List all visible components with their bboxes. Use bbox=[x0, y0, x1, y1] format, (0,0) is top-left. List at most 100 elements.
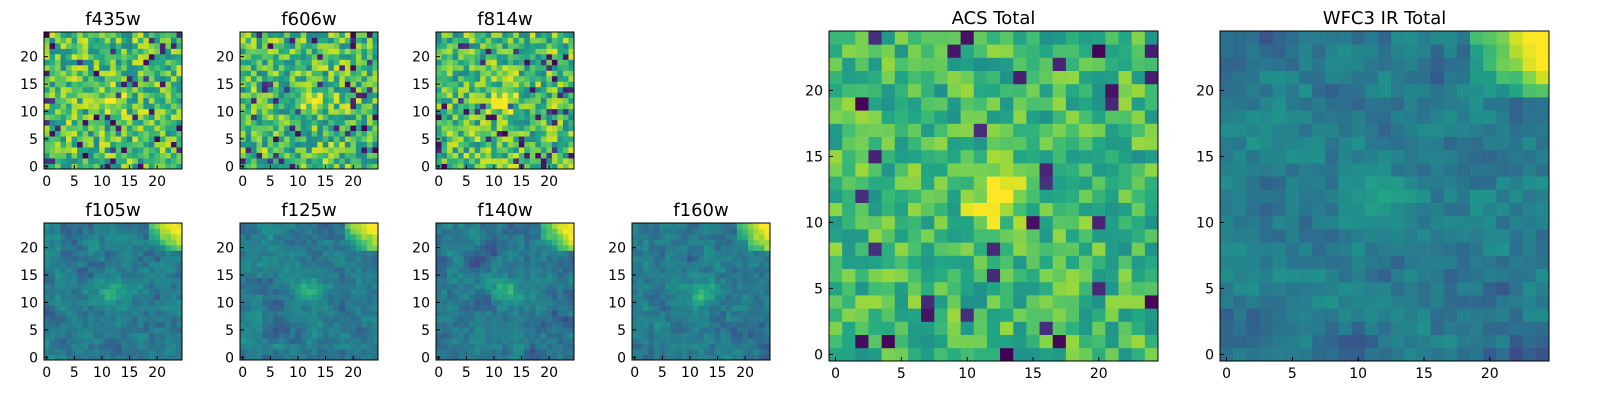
heatmap-cell bbox=[474, 255, 481, 262]
heatmap-cell bbox=[725, 316, 732, 323]
heatmap-cell bbox=[436, 343, 442, 350]
heatmap-cell bbox=[764, 250, 771, 257]
heatmap-cell bbox=[714, 250, 721, 257]
heatmap-cell bbox=[681, 294, 688, 301]
heatmap-cell bbox=[507, 321, 514, 328]
heatmap-cell bbox=[295, 261, 302, 268]
heatmap-cell bbox=[289, 64, 296, 71]
heatmap-cell bbox=[703, 250, 710, 257]
heatmap-cell bbox=[55, 92, 61, 99]
heatmap-cell bbox=[1105, 334, 1119, 349]
heatmap-cell bbox=[463, 75, 470, 82]
heatmap-cell bbox=[350, 48, 357, 55]
heatmap-cell bbox=[546, 338, 553, 344]
heatmap-cell bbox=[986, 334, 1001, 349]
heatmap-cell bbox=[132, 32, 139, 38]
heatmap-cell bbox=[480, 37, 487, 44]
heatmap-cell bbox=[568, 321, 575, 328]
heatmap-cell bbox=[372, 108, 379, 115]
heatmap-cell bbox=[278, 250, 285, 257]
x-tick-label: 20 bbox=[344, 174, 362, 190]
heatmap-cell bbox=[137, 32, 144, 38]
heatmap-cell bbox=[842, 110, 856, 124]
heatmap-cell bbox=[66, 294, 72, 301]
heatmap-cell bbox=[88, 37, 95, 44]
heatmap-cell bbox=[176, 152, 183, 159]
heatmap-cell bbox=[60, 239, 67, 246]
heatmap-cell bbox=[328, 125, 335, 132]
heatmap-cell bbox=[66, 59, 72, 66]
heatmap-cell bbox=[709, 244, 716, 251]
heatmap-cell bbox=[165, 92, 172, 99]
heatmap-cell bbox=[568, 163, 575, 170]
heatmap-cell bbox=[71, 75, 78, 82]
heatmap-cell bbox=[165, 261, 172, 268]
heatmap-cell bbox=[132, 283, 139, 290]
heatmap-cell bbox=[676, 244, 683, 251]
heatmap-cell bbox=[502, 266, 509, 273]
heatmap-cell bbox=[317, 130, 324, 137]
heatmap-cell bbox=[121, 321, 128, 328]
heatmap-cell bbox=[540, 141, 547, 148]
heatmap-cell bbox=[747, 261, 754, 268]
heatmap-cell bbox=[562, 305, 569, 312]
heatmap-cell bbox=[256, 233, 263, 240]
heatmap-cell bbox=[463, 288, 470, 295]
heatmap-cell bbox=[278, 277, 285, 284]
heatmap-cell bbox=[159, 316, 166, 323]
heatmap-cell bbox=[176, 354, 183, 361]
heatmap-cell bbox=[436, 32, 442, 38]
heatmap-cell bbox=[1118, 308, 1133, 322]
heatmap-cell bbox=[524, 266, 531, 273]
heatmap-cell bbox=[82, 114, 89, 121]
heatmap-cell bbox=[474, 125, 481, 132]
heatmap-cell bbox=[317, 114, 324, 121]
heatmap-cell bbox=[317, 81, 324, 88]
heatmap-cell bbox=[513, 349, 520, 355]
heatmap-cell bbox=[562, 316, 569, 323]
heatmap-cell bbox=[284, 130, 291, 137]
heatmap-cell bbox=[720, 228, 727, 235]
heatmap-cell bbox=[176, 125, 183, 132]
heatmap-cell bbox=[273, 255, 280, 262]
heatmap-cell bbox=[447, 305, 453, 312]
heatmap-cell bbox=[1079, 189, 1093, 203]
heatmap-cell bbox=[344, 81, 351, 88]
heatmap-cell bbox=[665, 332, 672, 339]
heatmap-cell bbox=[546, 81, 553, 88]
heatmap-cell bbox=[568, 53, 575, 60]
heatmap-cell bbox=[355, 299, 362, 306]
heatmap-cell bbox=[562, 48, 569, 55]
heatmap-cell bbox=[295, 130, 302, 137]
heatmap-cell bbox=[659, 250, 666, 257]
heatmap-cell bbox=[758, 283, 765, 290]
heatmap-cell bbox=[251, 255, 257, 262]
heatmap-cell bbox=[458, 250, 464, 257]
heatmap-cell bbox=[311, 37, 318, 44]
heatmap-cell bbox=[317, 255, 324, 262]
heatmap-cell bbox=[469, 114, 476, 121]
heatmap-cell bbox=[731, 283, 738, 290]
heatmap-cell bbox=[148, 250, 155, 257]
heatmap-cell bbox=[137, 294, 144, 301]
heatmap-cell bbox=[546, 321, 553, 328]
heatmap-cell bbox=[339, 147, 346, 153]
heatmap-cell bbox=[245, 81, 252, 88]
heatmap-cell bbox=[256, 349, 263, 355]
heatmap-cell bbox=[681, 233, 688, 240]
heatmap-cell bbox=[148, 136, 155, 142]
heatmap-cell bbox=[256, 37, 263, 44]
heatmap-cell bbox=[648, 310, 655, 317]
heatmap-cell bbox=[648, 294, 655, 301]
heatmap-cell bbox=[372, 97, 379, 104]
heatmap-cell bbox=[300, 294, 307, 301]
heatmap-cell bbox=[513, 86, 520, 93]
heatmap-cell bbox=[273, 294, 280, 301]
heatmap-cell bbox=[469, 163, 476, 170]
heatmap-cell bbox=[170, 250, 177, 257]
heatmap-cell bbox=[703, 288, 710, 295]
heatmap-cell bbox=[524, 332, 531, 339]
heatmap-cell bbox=[165, 239, 172, 246]
heatmap-cell bbox=[339, 266, 346, 273]
